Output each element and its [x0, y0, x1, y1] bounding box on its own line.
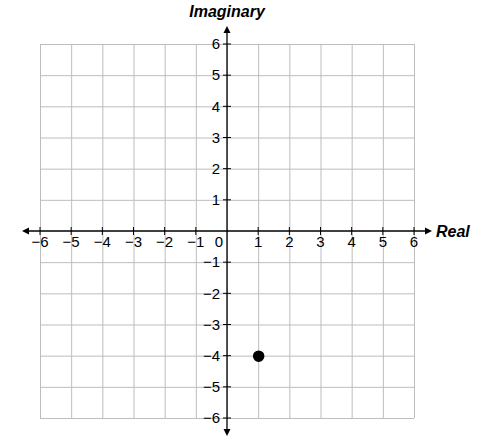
svg-text:−3: −3 — [125, 233, 142, 250]
svg-text:−4: −4 — [203, 347, 220, 364]
svg-text:6: 6 — [410, 233, 418, 250]
svg-text:−5: −5 — [203, 378, 220, 395]
svg-text:−2: −2 — [156, 233, 173, 250]
svg-text:5: 5 — [212, 66, 220, 83]
svg-text:−4: −4 — [94, 233, 111, 250]
svg-text:Real: Real — [436, 223, 470, 240]
svg-text:4: 4 — [212, 98, 220, 115]
svg-text:−2: −2 — [203, 285, 220, 302]
svg-text:6: 6 — [212, 35, 220, 52]
svg-text:3: 3 — [212, 129, 220, 146]
svg-text:2: 2 — [212, 160, 220, 177]
svg-text:−6: −6 — [31, 233, 48, 250]
svg-text:−1: −1 — [187, 233, 204, 250]
svg-text:−6: −6 — [203, 409, 220, 426]
svg-text:−3: −3 — [203, 316, 220, 333]
svg-text:2: 2 — [285, 233, 293, 250]
svg-text:−1: −1 — [203, 253, 220, 270]
svg-text:5: 5 — [379, 233, 387, 250]
svg-text:Imaginary: Imaginary — [189, 3, 266, 20]
svg-text:4: 4 — [347, 233, 355, 250]
svg-text:1: 1 — [254, 233, 262, 250]
svg-text:3: 3 — [316, 233, 324, 250]
svg-text:−5: −5 — [63, 233, 80, 250]
svg-text:1: 1 — [212, 191, 220, 208]
svg-text:0: 0 — [215, 233, 223, 250]
